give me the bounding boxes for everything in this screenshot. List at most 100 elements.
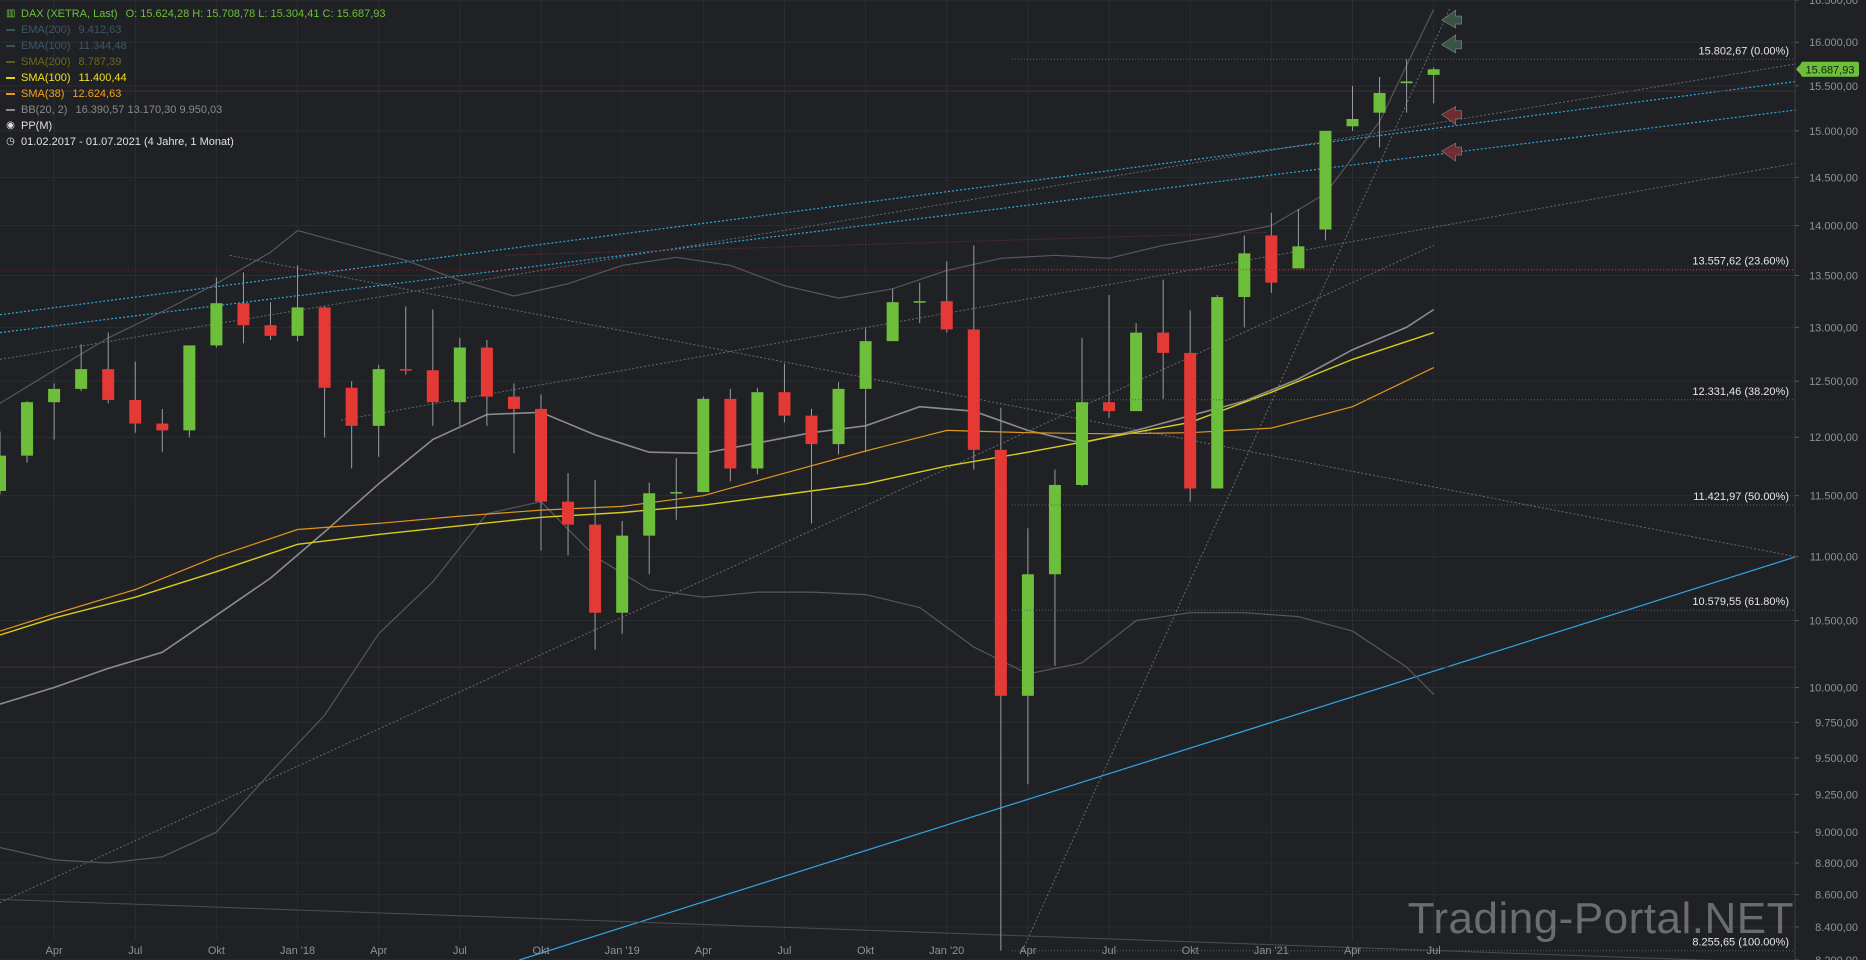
candle-body [724, 398, 737, 469]
y-tick-label: 16.000,00 [1809, 37, 1858, 49]
arrow-up-icon [1441, 34, 1462, 54]
candles [0, 59, 1440, 951]
y-tick-label: 9.250,00 [1815, 790, 1858, 802]
y-tick-label: 13.500,00 [1809, 271, 1858, 283]
legend-pivot[interactable]: ◉ PP(M) [6, 118, 386, 134]
y-tick-label: 12.000,00 [1809, 432, 1858, 444]
x-tick-label: Okt [1182, 945, 1199, 957]
candle-body [589, 524, 602, 613]
candle-body [480, 347, 493, 397]
candle-body [48, 388, 61, 403]
candle-body [1400, 81, 1413, 84]
fibonacci-levels: 15.802,67 (0.00%) 13.557,62 (23.60%) 12.33… [1012, 45, 1795, 952]
indicator-label: SMA(100) [21, 72, 71, 84]
candle-body [616, 535, 629, 613]
indicator-legend: ▥ DAX (XETRA, Last) O: 15.624,28 H: 15.7… [6, 6, 386, 150]
x-tick-label: Jul [453, 945, 467, 957]
indicator-swatch [6, 29, 15, 31]
candle-body [156, 423, 169, 431]
y-axis: 8.200,00 8.400,00 8.600,00 8.800,00 9.000,00… [1795, 0, 1858, 960]
indicator-swatch [6, 109, 15, 111]
trendline-gray-4 [0, 244, 1434, 904]
legend-indicator-2[interactable]: SMA(200) 8.787,39 [6, 54, 386, 70]
arrow-up-icon [1441, 9, 1462, 29]
x-tick-label: Apr [370, 945, 387, 957]
indicator-value: 9.412,63 [78, 24, 122, 36]
last-price-tag-bg [1801, 61, 1859, 77]
bb-lower-line [0, 500, 1435, 864]
legend-indicator-3[interactable]: SMA(100) 11.400,44 [6, 70, 386, 86]
x-tick-label: Jul [1427, 945, 1441, 957]
candle-body [886, 302, 899, 342]
fib-level-label: 11.421,97 (50.00%) [1693, 491, 1789, 503]
candle-body [318, 307, 331, 388]
y-tick-label: 8.600,00 [1815, 890, 1858, 902]
x-tick-label: Apr [695, 945, 712, 957]
candlestick-icon: ▥ [6, 8, 16, 19]
candle-body [183, 345, 196, 431]
y-tick-label: 9.000,00 [1815, 827, 1858, 839]
candle-body [0, 455, 6, 491]
candle-body [264, 325, 277, 336]
x-tick-label: Jul [1102, 945, 1116, 957]
indicator-swatch [6, 45, 15, 47]
arrow-down-icon [1441, 142, 1462, 162]
target-icon: ◉ [6, 120, 15, 131]
resistance-red-2 [505, 231, 1266, 256]
x-tick-label: Okt [532, 945, 549, 957]
candle-body [751, 392, 764, 469]
legend-indicator-1[interactable]: EMA(100) 11.344,48 [6, 38, 386, 54]
x-tick-label: Okt [857, 945, 874, 957]
y-tick-label: 14.000,00 [1809, 221, 1858, 233]
candle-body [994, 449, 1007, 696]
y-tick-label: 8.800,00 [1815, 858, 1858, 870]
indicator-value: 16.390,57 13.170,30 9.950,03 [75, 104, 223, 116]
candle-body [1048, 484, 1061, 575]
legend-header: ▥ DAX (XETRA, Last) O: 15.624,28 H: 15.7… [6, 6, 386, 22]
indicator-swatch [6, 61, 15, 63]
ohlc-values: O: 15.624,28 H: 15.708,78 L: 15.304,41 C… [125, 8, 386, 20]
candle-body [1265, 235, 1278, 283]
legend-indicator-0[interactable]: EMA(200) 9.412,63 [6, 22, 386, 38]
indicator-swatch [6, 93, 15, 95]
candle-body [1103, 402, 1116, 412]
indicator-label: SMA(38) [21, 88, 65, 100]
x-tick-label: Apr [1019, 945, 1036, 957]
legend-range[interactable]: ◷ 01.02.2017 - 01.07.2021 (4 Jahre, 1 Mo… [6, 134, 386, 150]
candle-body [535, 408, 547, 502]
x-tick-label: Jan '21 [1254, 945, 1289, 957]
arrow-down-icon [1441, 105, 1462, 126]
x-tick-label: Jan '19 [605, 945, 640, 957]
trendline-gray-3 [229, 254, 1797, 558]
bb-upper-line [0, 8, 1435, 404]
y-tick-label: 16.500,00 [1809, 0, 1858, 7]
clock-icon: ◷ [6, 136, 15, 147]
x-tick-label: Jul [777, 945, 791, 957]
trendlines [0, 8, 1797, 960]
last-price-value: 15.687,93 [1806, 64, 1855, 76]
signal-arrows [1441, 9, 1462, 162]
candle-body [1427, 69, 1440, 75]
indicator-label: EMA(100) [21, 40, 71, 52]
fib-level-label: 12.331,46 (38.20%) [1692, 386, 1789, 398]
fib-level-label: 8.255,65 (100.00%) [1692, 937, 1789, 949]
candle-body [643, 493, 656, 536]
candle-body [75, 369, 88, 389]
x-tick-label: Okt [208, 945, 225, 957]
x-tick-label: Jul [128, 945, 142, 957]
candle-body [1157, 332, 1170, 353]
legend-indicator-4[interactable]: SMA(38) 12.624,63 [6, 86, 386, 102]
instrument-name[interactable]: DAX (XETRA, Last) [21, 8, 118, 20]
trendline-gray-1 [0, 63, 1797, 360]
y-tick-label: 14.500,00 [1809, 172, 1858, 184]
y-tick-label: 9.500,00 [1815, 753, 1858, 765]
indicator-value: 11.400,44 [78, 72, 127, 84]
candle-body [453, 347, 466, 403]
legend-indicator-5[interactable]: BB(20, 2) 16.390,57 13.170,30 9.950,03 [6, 102, 386, 118]
candle-body [507, 396, 520, 409]
y-tick-label: 11.500,00 [1810, 491, 1858, 503]
indicator-label: SMA(200) [21, 56, 71, 68]
y-tick-label: 15.500,00 [1809, 81, 1858, 93]
